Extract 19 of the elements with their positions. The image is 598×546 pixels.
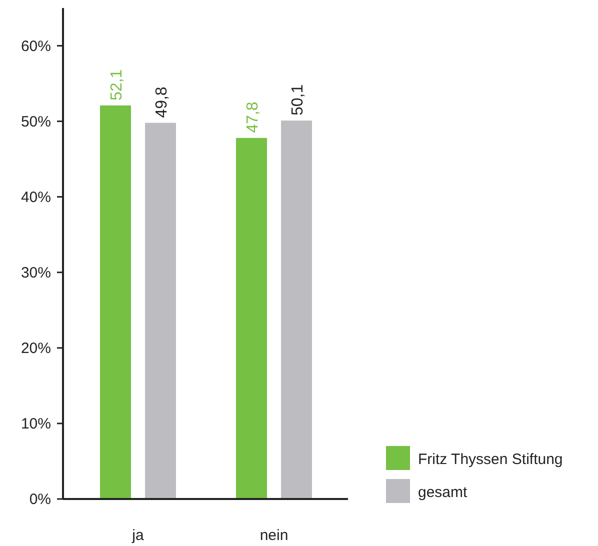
data-label: 50,1 [290, 84, 306, 116]
bar [145, 122, 176, 499]
data-label: 47,8 [244, 102, 262, 133]
y-tick-label: 60% [20, 38, 51, 55]
x-tick-label: nein [260, 527, 288, 544]
bar [281, 120, 312, 499]
y-tick-label: 50% [20, 113, 51, 130]
y-tick-label: 30% [20, 264, 51, 282]
data-label: 52,1 [108, 69, 126, 100]
y-tick-label: 0% [29, 491, 51, 508]
legend-label: gesamt [418, 484, 468, 501]
legend-label: Fritz Thyssen Stiftung [418, 451, 563, 468]
y-tick-label: 10% [20, 415, 51, 432]
y-tick-label: 20% [20, 340, 51, 357]
y-tick-label: 40% [20, 188, 51, 206]
data-label: 49,8 [154, 86, 170, 118]
bar [100, 105, 131, 499]
bar [236, 138, 267, 499]
x-tick-label: ja [131, 527, 144, 544]
